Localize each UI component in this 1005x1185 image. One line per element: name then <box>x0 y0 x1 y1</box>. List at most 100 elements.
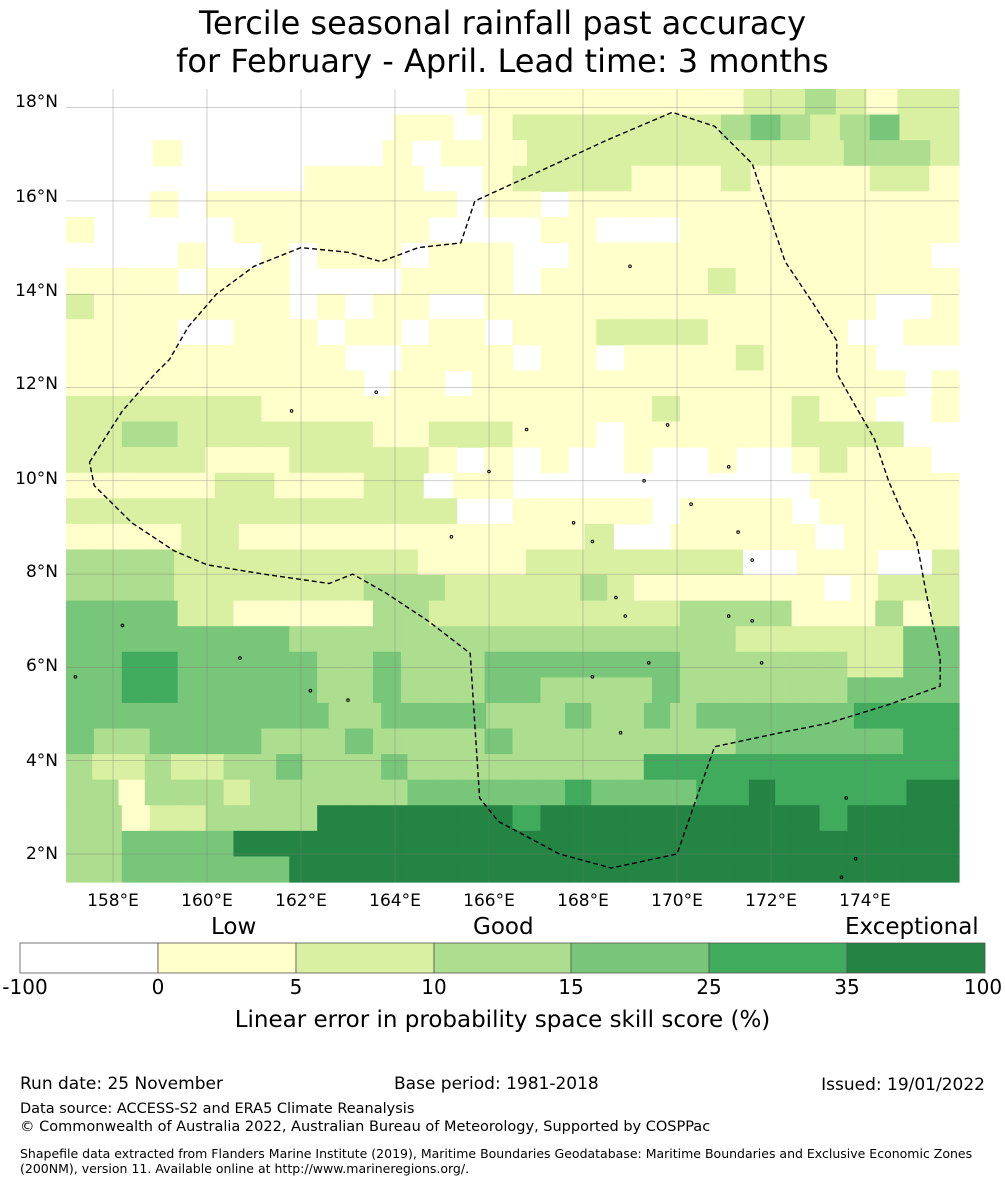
skill-cell <box>354 779 382 806</box>
skill-cell <box>372 242 402 269</box>
skill-cell <box>512 319 542 346</box>
skill-cell <box>791 728 821 755</box>
colorbar-swatch-5 <box>708 942 848 974</box>
colorbar-category-good: Good <box>473 914 534 940</box>
skill-cell <box>205 651 235 678</box>
skill-cell <box>904 575 933 602</box>
skill-cell <box>400 626 430 653</box>
skill-cell <box>249 702 277 730</box>
skill-cell <box>624 293 653 320</box>
skill-cell <box>634 549 662 576</box>
skill-cell <box>400 805 430 832</box>
skill-cell <box>931 191 960 218</box>
skill-cell <box>526 549 554 576</box>
skill-cell <box>363 549 392 576</box>
skill-cell <box>880 779 908 806</box>
skill-cell <box>903 728 932 755</box>
colorbar-tick: 100 <box>963 975 1003 999</box>
skill-cell <box>512 395 542 423</box>
skill-cell <box>634 370 662 397</box>
skill-cell <box>417 549 446 576</box>
skill-cell <box>289 191 318 218</box>
skill-cell <box>679 421 709 448</box>
skill-cell <box>345 651 374 678</box>
skill-cell <box>796 575 825 602</box>
skill-cell <box>66 754 93 781</box>
skill-cell <box>93 447 123 474</box>
skill-cell <box>565 754 592 781</box>
skill-cell <box>261 651 290 678</box>
skill-cell <box>469 523 499 551</box>
skill-cell <box>120 370 148 397</box>
skill-cell <box>289 421 318 448</box>
skill-cell <box>205 268 235 295</box>
skill-cell <box>94 523 125 551</box>
skill-cell <box>372 856 402 883</box>
skill-cell <box>850 575 879 602</box>
island-mark <box>623 614 628 618</box>
skill-cell <box>843 140 874 167</box>
lon-tick-label: 164°E <box>369 891 421 911</box>
skill-cell <box>679 216 709 244</box>
skill-cell <box>92 779 120 806</box>
skill-cell <box>345 319 374 346</box>
skill-cell <box>328 754 356 781</box>
skill-cell <box>121 498 151 525</box>
skill-cell <box>66 549 94 576</box>
skill-cell <box>317 191 346 218</box>
island-mark <box>844 796 849 800</box>
skill-cell <box>847 805 876 832</box>
skill-cell <box>317 242 346 269</box>
skill-cell <box>540 626 569 653</box>
skill-cell <box>205 293 235 320</box>
skill-cell <box>540 293 569 320</box>
skill-cell <box>679 856 709 883</box>
skill-cell <box>819 191 848 218</box>
skill-cell <box>333 472 365 499</box>
skill-cell <box>847 626 876 653</box>
skill-cell <box>289 856 318 883</box>
skill-cell <box>763 600 793 627</box>
skill-cell <box>661 165 692 192</box>
skill-cell <box>512 754 540 781</box>
skill-cell <box>417 370 446 397</box>
skill-cell <box>810 165 841 192</box>
skill-cell <box>233 268 262 295</box>
skill-cell <box>93 344 123 371</box>
skill-cell <box>309 370 338 397</box>
island-mark <box>590 539 595 544</box>
skill-cell <box>819 319 848 346</box>
skill-cell <box>428 651 458 678</box>
skill-cell <box>707 191 737 218</box>
skill-cell <box>149 191 179 218</box>
skill-cell <box>743 89 775 116</box>
skill-cell <box>652 830 681 858</box>
colorbar-axis-label: Linear error in probability space skill … <box>234 1007 771 1033</box>
skill-cell <box>596 242 625 269</box>
skill-cell <box>624 498 653 525</box>
skill-cell <box>354 702 382 730</box>
skill-cell <box>428 421 458 448</box>
skill-cell <box>906 702 934 730</box>
skill-cell <box>847 856 876 883</box>
skill-cell <box>819 293 848 320</box>
skill-cell <box>652 242 681 269</box>
lon-tick-label: 162°E <box>275 891 327 911</box>
skill-cell <box>197 779 225 806</box>
skill-cell <box>696 754 724 781</box>
skill-cell <box>679 395 709 423</box>
skill-cell <box>93 600 123 627</box>
skill-cell <box>810 472 841 499</box>
colorbar-tick: -100 <box>2 975 48 999</box>
skill-cell <box>93 498 123 525</box>
skill-cell <box>428 600 458 627</box>
skill-cell <box>317 395 346 423</box>
skill-cell <box>428 498 458 525</box>
skill-cell <box>763 216 793 244</box>
skill-cell <box>336 575 365 602</box>
skill-cell <box>715 370 744 397</box>
skill-cell <box>906 754 934 781</box>
skill-cell <box>177 677 207 704</box>
skill-cell <box>688 575 717 602</box>
skill-cell <box>177 498 207 525</box>
